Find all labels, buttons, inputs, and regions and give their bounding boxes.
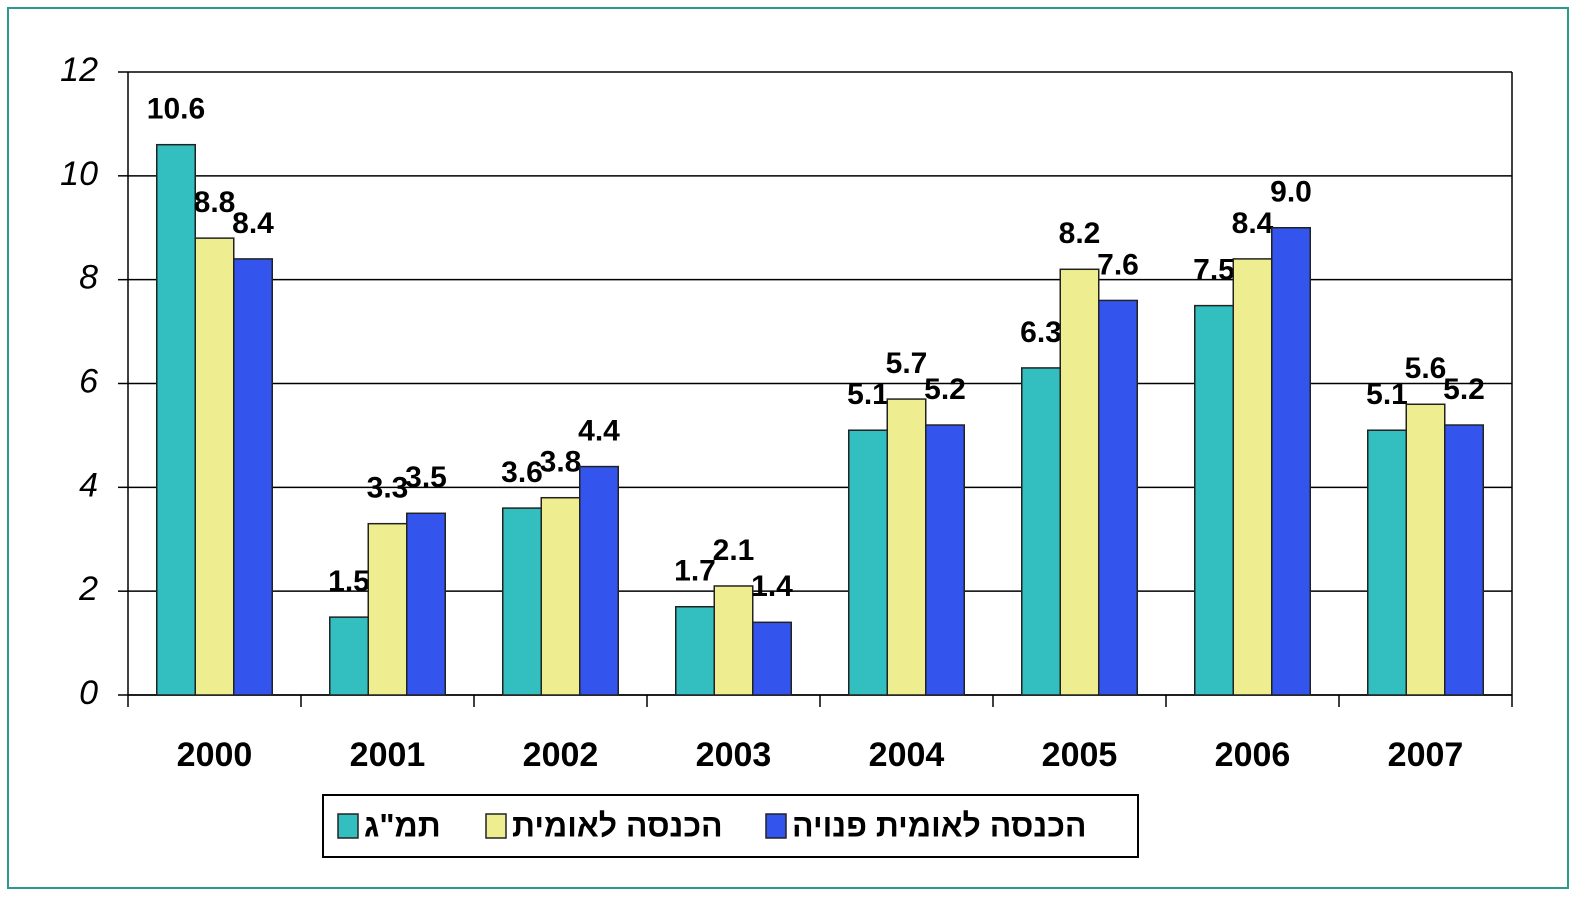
bar: [233, 258, 273, 696]
y-tick-label: 4: [79, 466, 98, 504]
bar: [1444, 424, 1484, 696]
value-label: 3.3: [367, 472, 409, 505]
value-label: 8.2: [1059, 217, 1101, 250]
value-label: 3.8: [540, 446, 582, 479]
bar: [1367, 429, 1407, 696]
bar: [1405, 403, 1446, 696]
legend-box: [322, 794, 1139, 858]
bar: [675, 605, 715, 696]
value-label: 1.5: [328, 565, 370, 598]
x-tick-label: 2002: [523, 736, 599, 774]
value-label: 5.1: [847, 378, 889, 411]
x-tick-label: 2003: [696, 736, 772, 774]
value-label: 8.8: [194, 186, 236, 219]
legend-swatch: [337, 813, 359, 839]
x-tick-label: 2006: [1215, 736, 1291, 774]
bar: [1059, 268, 1100, 696]
y-tick-label: 10: [60, 155, 98, 193]
y-tick-label: 2: [78, 570, 98, 608]
bar: [329, 616, 369, 696]
bar: [579, 465, 619, 696]
bar: [848, 429, 888, 696]
value-label: 9.0: [1270, 176, 1312, 209]
y-tick-label: 0: [79, 674, 98, 712]
value-label: 2.1: [713, 534, 755, 567]
x-tick-label: 2004: [869, 736, 945, 774]
value-label: 3.6: [501, 456, 543, 489]
frame: [7, 7, 1569, 889]
bar: [1271, 227, 1311, 696]
bar: [1232, 258, 1273, 696]
bar: [406, 512, 446, 696]
bar: [1098, 299, 1138, 696]
y-tick-label: 8: [79, 259, 98, 297]
value-label: 5.7: [886, 347, 928, 380]
value-label: 5.1: [1366, 378, 1408, 411]
value-label: 1.7: [674, 555, 716, 588]
bar: [752, 621, 792, 696]
value-label: 10.6: [147, 93, 205, 126]
x-tick-label: 2000: [177, 736, 253, 774]
value-label: 5.2: [1443, 373, 1485, 406]
value-label: 8.4: [1232, 207, 1274, 240]
value-label: 1.4: [751, 570, 793, 603]
legend-swatch: [485, 813, 507, 839]
bar: [925, 424, 965, 696]
bar: [194, 237, 235, 696]
legend-label: תמ"ג: [364, 807, 441, 843]
legend-label: הכנסה לאומית פנויה: [792, 807, 1087, 843]
x-tick-label: 2005: [1042, 736, 1118, 774]
value-label: 7.6: [1097, 248, 1139, 281]
x-tick-label: 2001: [350, 736, 426, 774]
bar: [502, 507, 542, 696]
value-label: 8.4: [232, 207, 274, 240]
legend-swatch: [765, 813, 787, 839]
legend-label: הכנסה לאומית: [512, 807, 723, 843]
bar: [713, 585, 754, 696]
value-label: 6.3: [1020, 316, 1062, 349]
y-tick-label: 12: [60, 51, 98, 89]
value-label: 7.5: [1193, 254, 1235, 287]
bar: [1194, 304, 1234, 696]
bar: [540, 496, 581, 696]
value-label: 3.5: [405, 461, 447, 494]
bar: [367, 522, 408, 696]
bar: [1021, 367, 1061, 696]
y-tick-label: 6: [79, 362, 98, 400]
bar: [156, 143, 196, 696]
value-label: 5.6: [1405, 352, 1447, 385]
x-tick-label: 2007: [1388, 736, 1464, 774]
value-label: 4.4: [578, 414, 620, 447]
bar: [886, 398, 927, 696]
value-label: 5.2: [924, 373, 966, 406]
